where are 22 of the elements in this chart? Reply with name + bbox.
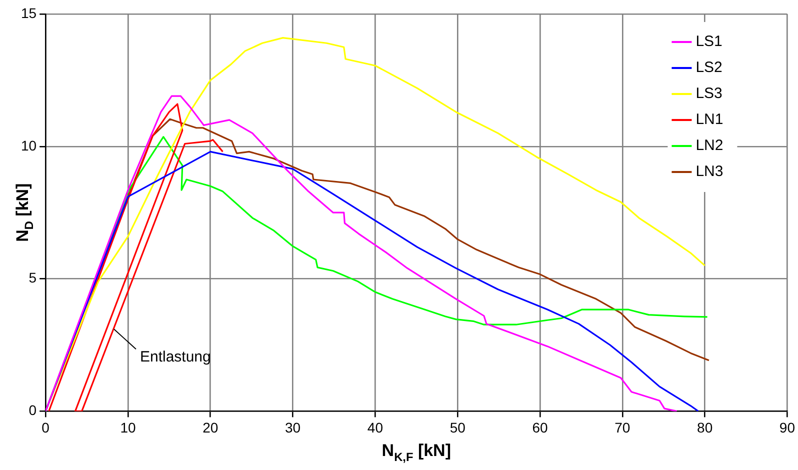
y-tick-label: 5 [28, 270, 37, 286]
x-tick-label: 20 [202, 419, 218, 436]
x-tick-label: 80 [697, 419, 713, 436]
x-tick-label: 90 [779, 419, 796, 436]
legend-label: LN2 [696, 137, 724, 154]
legend-label: LN3 [696, 163, 724, 180]
y-axis-title: ND [kN] [13, 183, 36, 242]
legend-label: LN1 [696, 111, 724, 128]
x-tick-label: 60 [532, 419, 548, 436]
x-tick-label: 70 [614, 419, 630, 436]
legend-label: LS2 [696, 59, 722, 76]
y-tick-label: 15 [20, 4, 37, 21]
x-tick-label: 40 [367, 419, 384, 436]
x-tick-label: 0 [42, 419, 50, 436]
y-tick-label: 0 [28, 402, 37, 418]
annotation: Entlastung [140, 348, 211, 366]
legend-label: LS3 [696, 85, 722, 102]
y-tick-label: 10 [20, 137, 37, 154]
x-tick-label: 10 [120, 419, 136, 436]
x-tick-label: 30 [284, 419, 301, 436]
legend-label: LS1 [696, 33, 722, 50]
x-tick-label: 50 [450, 419, 466, 436]
